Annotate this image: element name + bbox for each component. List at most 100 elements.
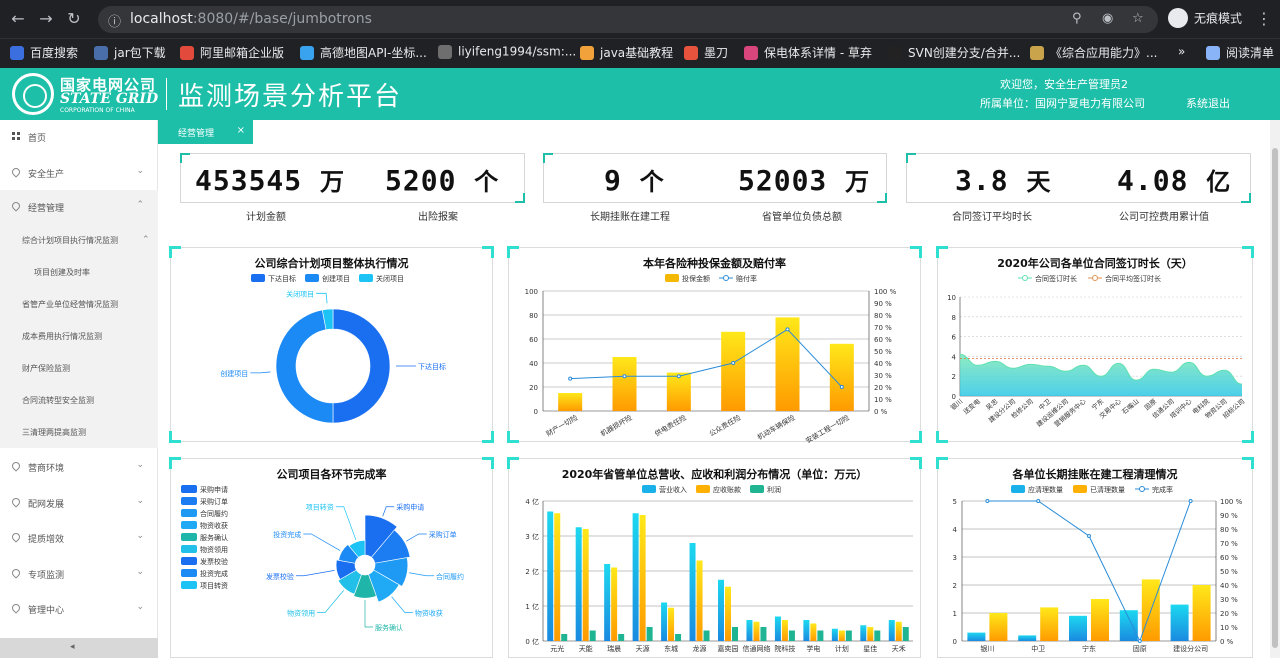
star-icon[interactable]: ☆ (1132, 11, 1144, 26)
address-bar[interactable]: ⓘ localhost:8080/#/base/jumbotrons ⚲ ◉ ☆ (98, 6, 1158, 33)
bookmark-baidu[interactable]: 百度搜索 (10, 44, 78, 62)
kpi-group-3: 3.8 天 4.08 亿 (906, 153, 1251, 203)
legend-swatch (665, 274, 679, 282)
y-tick-label: 2 (952, 373, 956, 381)
menu-icon[interactable]: ⋮ (1256, 9, 1272, 28)
x-tick-label: 公众责任险 (707, 413, 742, 438)
chevron-down-icon: ⌄ (136, 567, 144, 577)
sidebar-item-home[interactable]: 首页 (0, 120, 158, 154)
legend-label: 物资收获 (200, 521, 228, 530)
legend-label: 投资完成 (200, 569, 228, 578)
sidebar-sub-insurance[interactable]: 财产保险监测 (0, 352, 158, 384)
bookmarks-overflow[interactable]: » (1178, 44, 1186, 59)
github-icon (438, 44, 452, 59)
sidebar-sub-plan-monitor[interactable]: 综合计划项目执行情况监测 ⌃ (0, 224, 158, 256)
line-point (568, 376, 573, 381)
bookmark-svn[interactable]: SVN创建分支/合并... (888, 44, 1020, 62)
rose-slice (371, 529, 411, 564)
sidebar-item-grid-dev[interactable]: 配网发展 ⌄ (0, 486, 158, 520)
bar (788, 630, 795, 641)
eye-off-icon[interactable]: ◉ (1102, 11, 1114, 26)
sidebar-item-business-env[interactable]: 营商环境 ⌄ (0, 450, 158, 484)
kpi-value: 4.08 亿 (1117, 164, 1232, 197)
sidebar-item-center[interactable]: 管理中心 ⌄ (0, 592, 158, 626)
reload-icon[interactable]: ↻ (67, 9, 81, 28)
y2-tick-label: 100 % (1220, 498, 1243, 506)
chevron-down-icon: ⌄ (136, 460, 144, 470)
chart-title: 2020年省管单位总营收、应收和利润分布情况（单位：万元） (561, 468, 868, 481)
bookmark-zonghe[interactable]: 《综合应用能力》... (1030, 44, 1157, 62)
bar (781, 620, 788, 641)
y-tick-label: 4 (953, 526, 958, 534)
chart-title: 公司项目各环节完成率 (276, 468, 387, 481)
forward-icon[interactable]: → (39, 9, 53, 28)
slice-label-line (303, 533, 341, 551)
bookmark-aliyun-mail[interactable]: 阿里邮箱企业版 (180, 44, 284, 62)
sidebar-sub-contract[interactable]: 合同流转型安全监测 (0, 384, 158, 416)
y-tick-label: 8 (952, 314, 956, 322)
bookmark-jar[interactable]: jar包下载 (94, 44, 166, 62)
slice-label: 物资收获 (415, 608, 443, 617)
panel-stage-completion: 公司项目各环节完成率 采购申请 采购订单 合同履约 物资收获 服务确认 物资领用 发票校验投… (169, 457, 494, 658)
close-icon[interactable]: × (236, 125, 245, 136)
bar (888, 620, 895, 641)
x-tick-label: 星佳 (863, 644, 877, 653)
sidebar-item-efficiency[interactable]: 提质增效 ⌄ (0, 521, 158, 555)
bar (1091, 599, 1109, 641)
slice-label-line (295, 570, 335, 577)
bookmark-modao[interactable]: 墨刀 (684, 44, 728, 62)
location-icon (10, 166, 22, 178)
bookmark-baodian[interactable]: 保电体系详情 - 草弃 (744, 44, 872, 62)
sidebar-sub-project-rate[interactable]: 项目创建及时率 (0, 256, 158, 288)
sidebar-item-special[interactable]: 专项监测 ⌄ (0, 557, 158, 591)
bookmark-icon (580, 45, 594, 60)
sidebar-item-management[interactable]: 经营管理 ⌃ (0, 190, 158, 224)
sidebar-sub-cost[interactable]: 成本费用执行情况监测 (0, 320, 158, 352)
x-tick-label: 建设分公司 (1173, 644, 1208, 653)
y-tick-label: 0 (952, 393, 956, 401)
legend-dot-icon (723, 275, 729, 281)
bar (612, 357, 637, 411)
zoom-icon[interactable]: ⚲ (1072, 11, 1082, 26)
x-tick-label: 嘉奕园 (718, 644, 739, 653)
bar (829, 343, 854, 411)
collapse-icon: ◂ (70, 642, 75, 652)
legend-swatch (1073, 485, 1087, 493)
tab-management[interactable]: 经营管理 × (158, 120, 253, 144)
bookmark-github[interactable]: liyifeng1994/ssm:... (438, 44, 576, 62)
bookmark-amap[interactable]: 高德地图API-坐标... (300, 44, 427, 62)
y-tick-label: 80 (529, 312, 538, 320)
y-tick-label: 4 (952, 353, 957, 361)
scrollbar-thumb[interactable] (1272, 148, 1278, 648)
sidebar-sub-cleanup[interactable]: 三清理两提高监测 (0, 416, 158, 448)
url-text[interactable]: localhost:8080/#/base/jumbotrons (130, 11, 372, 27)
slice-label: 发票校验 (266, 572, 294, 581)
scrollbar[interactable] (1270, 120, 1280, 658)
back-icon[interactable]: ← (11, 9, 25, 28)
panel-plan-execution: 公司综合计划项目整体执行情况 下达目标 创建项目 关闭项目 下达目标 创建项目 关闭项目 (169, 246, 494, 443)
sidebar-item-safety[interactable]: 安全生产 ⌄ (0, 156, 158, 190)
bookmark-java[interactable]: java基础教程 (580, 44, 673, 62)
bar (632, 513, 639, 641)
sidebar-sub-industry[interactable]: 省管产业单位经营情况监测 (0, 288, 158, 320)
bar (874, 630, 881, 641)
mail-icon (180, 45, 194, 60)
y2-tick-label: 80 % (1220, 526, 1238, 534)
y-tick-label: 60 (529, 336, 538, 344)
x-tick-label: 安装工程一切险 (804, 413, 851, 443)
bookmark-reading-list[interactable]: 阅读清单 (1206, 44, 1274, 62)
info-icon[interactable]: ⓘ (108, 15, 122, 30)
bar (718, 579, 724, 641)
bookmark-icon (10, 45, 24, 60)
sidebar-collapse-button[interactable]: ◂ (0, 638, 158, 658)
series-line (987, 500, 1192, 643)
y2-tick-label: 30 % (1220, 596, 1238, 604)
logout-button[interactable]: 系统退出 (1186, 97, 1230, 110)
legend-swatch (181, 545, 197, 553)
incognito-profile[interactable]: 无痕模式 (1168, 8, 1242, 30)
chevron-down-icon: ⌄ (136, 496, 144, 506)
line-point (985, 499, 990, 503)
legend-swatch (181, 581, 197, 589)
y2-tick-label: 100 % (874, 288, 897, 296)
